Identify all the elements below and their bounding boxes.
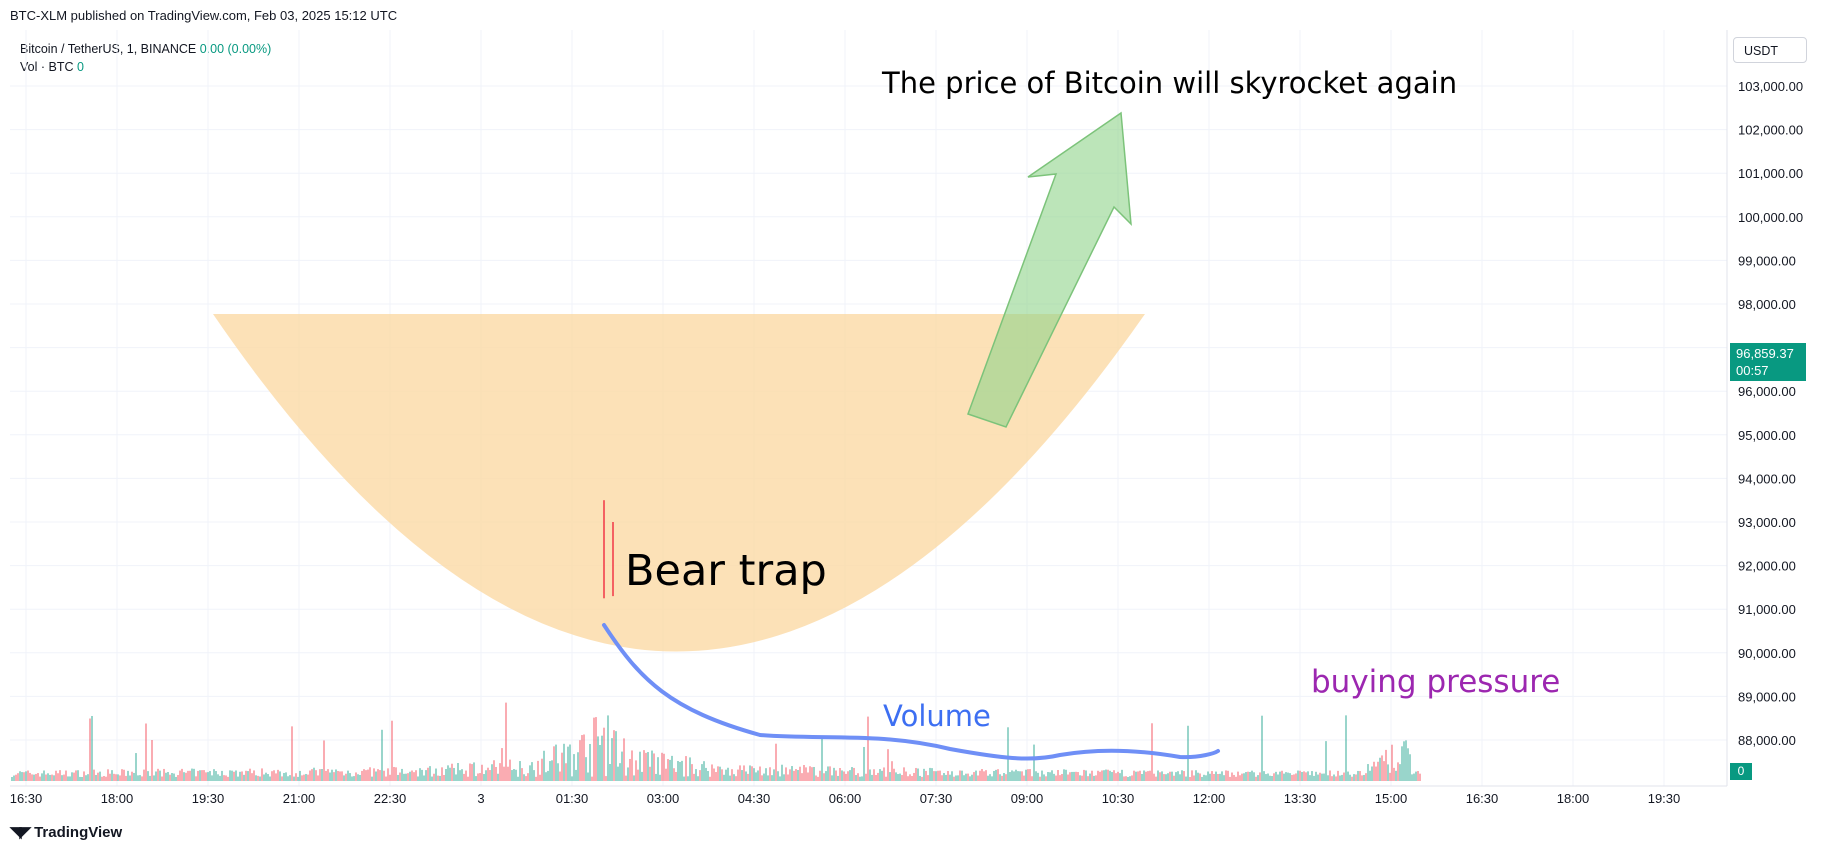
price-tick-label: 102,000.00 — [1738, 123, 1803, 138]
volume-label[interactable]: Vol · BTC — [20, 60, 74, 74]
time-tick-label: 09:00 — [1011, 791, 1044, 806]
buying-pressure-annotation: buying pressure — [1311, 664, 1561, 700]
symbol-label[interactable]: Bitcoin / TetherUS, 1, BINANCE — [20, 42, 197, 56]
price-tick-label: 90,000.00 — [1738, 646, 1796, 661]
price-axis: 103,000.00 102,000.00 101,000.00 100,000.00… — [1738, 79, 1803, 748]
price-tick-label: 94,000.00 — [1738, 471, 1796, 486]
price-tick-label: 92,000.00 — [1738, 559, 1796, 574]
bear-trap-annotation: Bear trap — [625, 546, 827, 596]
chart-legend: Bitcoin / TetherUS, 1, BINANCE 0.00 (0.0… — [20, 40, 271, 76]
symbol-row: Bitcoin / TetherUS, 1, BINANCE 0.00 (0.0… — [20, 40, 271, 58]
volume-row: Vol · BTC 0 — [20, 58, 271, 76]
price-tick-label: 99,000.00 — [1738, 253, 1796, 268]
time-tick-label: 15:00 — [1375, 791, 1408, 806]
time-tick-label: 06:00 — [829, 791, 862, 806]
time-tick-label: 21:00 — [283, 791, 316, 806]
price-tick-label: 89,000.00 — [1738, 689, 1796, 704]
time-tick-label: 19:30 — [192, 791, 225, 806]
time-tick-label: 18:00 — [1557, 791, 1590, 806]
bar-countdown: 00:57 — [1736, 363, 1769, 378]
skyrocket-annotation: The price of Bitcoin will skyrocket agai… — [882, 66, 1458, 100]
price-tick-label: 88,000.00 — [1738, 733, 1796, 748]
time-axis: 16:30 18:00 19:30 21:00 22:30 3 01:30 03:00 04:3… — [10, 791, 1681, 806]
time-tick-label: 19:30 — [1648, 791, 1681, 806]
brand-name: TradingView — [34, 823, 123, 841]
price-tick-label: 96,000.00 — [1738, 384, 1796, 399]
price-tick-label: 103,000.00 — [1738, 79, 1803, 94]
time-tick-label: 13:30 — [1284, 791, 1317, 806]
volume-value: 0 — [76, 60, 84, 74]
price-tick-label: 93,000.00 — [1738, 515, 1796, 530]
volume-tag: 0 — [1730, 763, 1752, 780]
price-tick-label: 101,000.00 — [1738, 166, 1803, 181]
time-tick-label: 3 — [477, 791, 484, 806]
volume-curve — [602, 623, 1220, 761]
candles — [603, 500, 614, 599]
cup-shape — [213, 314, 1145, 652]
price-tick-label: 95,000.00 — [1738, 428, 1796, 443]
tradingview-logo[interactable]: ◥◤ TradingView — [10, 823, 123, 842]
time-tick-label: 18:00 — [101, 791, 134, 806]
time-tick-label: 10:30 — [1102, 791, 1135, 806]
last-price: 96,859.37 — [1736, 346, 1794, 361]
time-tick-label: 12:00 — [1193, 791, 1226, 806]
change-value: 0.00 (0.00%) — [199, 42, 272, 56]
price-tick-label: 100,000.00 — [1738, 210, 1803, 225]
time-tick-label: 07:30 — [920, 791, 953, 806]
last-price-tag: 96,859.37 00:57 — [1730, 343, 1806, 381]
price-tick-label: 91,000.00 — [1738, 602, 1796, 617]
time-tick-label: 16:30 — [10, 791, 43, 806]
time-tick-label: 04:30 — [738, 791, 771, 806]
time-tick-label: 22:30 — [374, 791, 407, 806]
time-tick-label: 01:30 — [556, 791, 589, 806]
publish-info: BTC-XLM published on TradingView.com, Fe… — [10, 8, 398, 23]
price-tick-label: 98,000.00 — [1738, 297, 1796, 312]
volume-bars — [11, 702, 1421, 781]
skyrocket-arrow — [967, 111, 1132, 428]
currency-button[interactable]: USDT — [1733, 37, 1807, 63]
time-tick-label: 03:00 — [647, 791, 680, 806]
time-tick-label: 16:30 — [1466, 791, 1499, 806]
volume-annotation: Volume — [883, 699, 991, 733]
tradingview-icon: ◥◤ — [10, 824, 31, 841]
